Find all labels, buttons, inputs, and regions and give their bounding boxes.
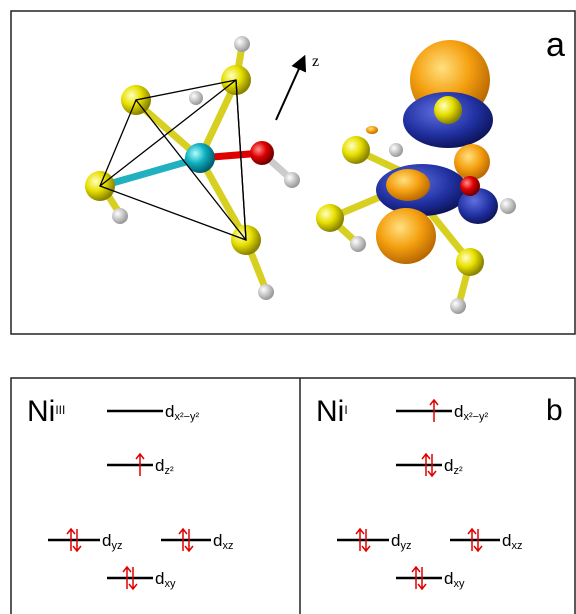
- orbital-subscript: xz: [222, 540, 233, 552]
- orbital-subscript: yz: [400, 540, 411, 552]
- orbital-symbol: d: [391, 531, 400, 550]
- panel-b-frame: [11, 378, 575, 614]
- orbital-subscript: z²: [164, 465, 174, 477]
- orbital-label: dz²: [155, 456, 174, 477]
- molecule-right: [316, 40, 516, 314]
- panel-label: a: [546, 26, 565, 64]
- orbital-subscript: xy: [453, 578, 465, 590]
- ion-label: NiI: [316, 395, 348, 428]
- orbital-subscript: x²−y²: [174, 411, 199, 423]
- orbital-subscript: xz: [511, 540, 522, 552]
- orbital-label: dyz: [102, 531, 122, 552]
- orbital-symbol: d: [444, 569, 453, 588]
- oxidation-state: I: [344, 403, 347, 417]
- orbital-subscript: z²: [453, 465, 463, 477]
- ion: Ni: [316, 395, 344, 428]
- ion-label: NiIII: [27, 395, 65, 428]
- orbital-subscript: yz: [111, 540, 122, 552]
- orbital-symbol: d: [155, 456, 164, 475]
- axis-label: z: [312, 53, 319, 70]
- orbital-subscript: x²−y²: [463, 411, 488, 423]
- orbital-symbol: d: [444, 456, 453, 475]
- orbital-symbol: d: [102, 531, 111, 550]
- ion: Ni: [27, 395, 55, 428]
- figure: z a b NiIIIdx²−y²dz²dyzdxzdxyNiIdx²−y²dz…: [0, 0, 576, 614]
- orbital-label: dyz: [391, 531, 411, 552]
- orbital-label: dxy: [155, 569, 176, 590]
- orbital-label: dxy: [444, 569, 465, 590]
- orbital-label: dxz: [213, 531, 233, 552]
- orbital-label: dx²−y²: [454, 402, 489, 423]
- orbital-symbol: d: [454, 402, 463, 421]
- page: {"panel_a": {"label": "a", "axis_label":…: [0, 0, 576, 614]
- orbital-subscript: xy: [164, 578, 176, 590]
- orbital-symbol: d: [502, 531, 511, 550]
- orbital-symbol: d: [155, 569, 164, 588]
- orbital-label: dz²: [444, 456, 463, 477]
- orbital-label: dx²−y²: [165, 402, 200, 423]
- orbital-symbol: d: [165, 402, 174, 421]
- panel-label: b: [546, 394, 563, 427]
- oxidation-state: III: [55, 403, 65, 417]
- orbital-label: dxz: [502, 531, 522, 552]
- molecule-left: z: [85, 36, 319, 300]
- orbital-symbol: d: [213, 531, 222, 550]
